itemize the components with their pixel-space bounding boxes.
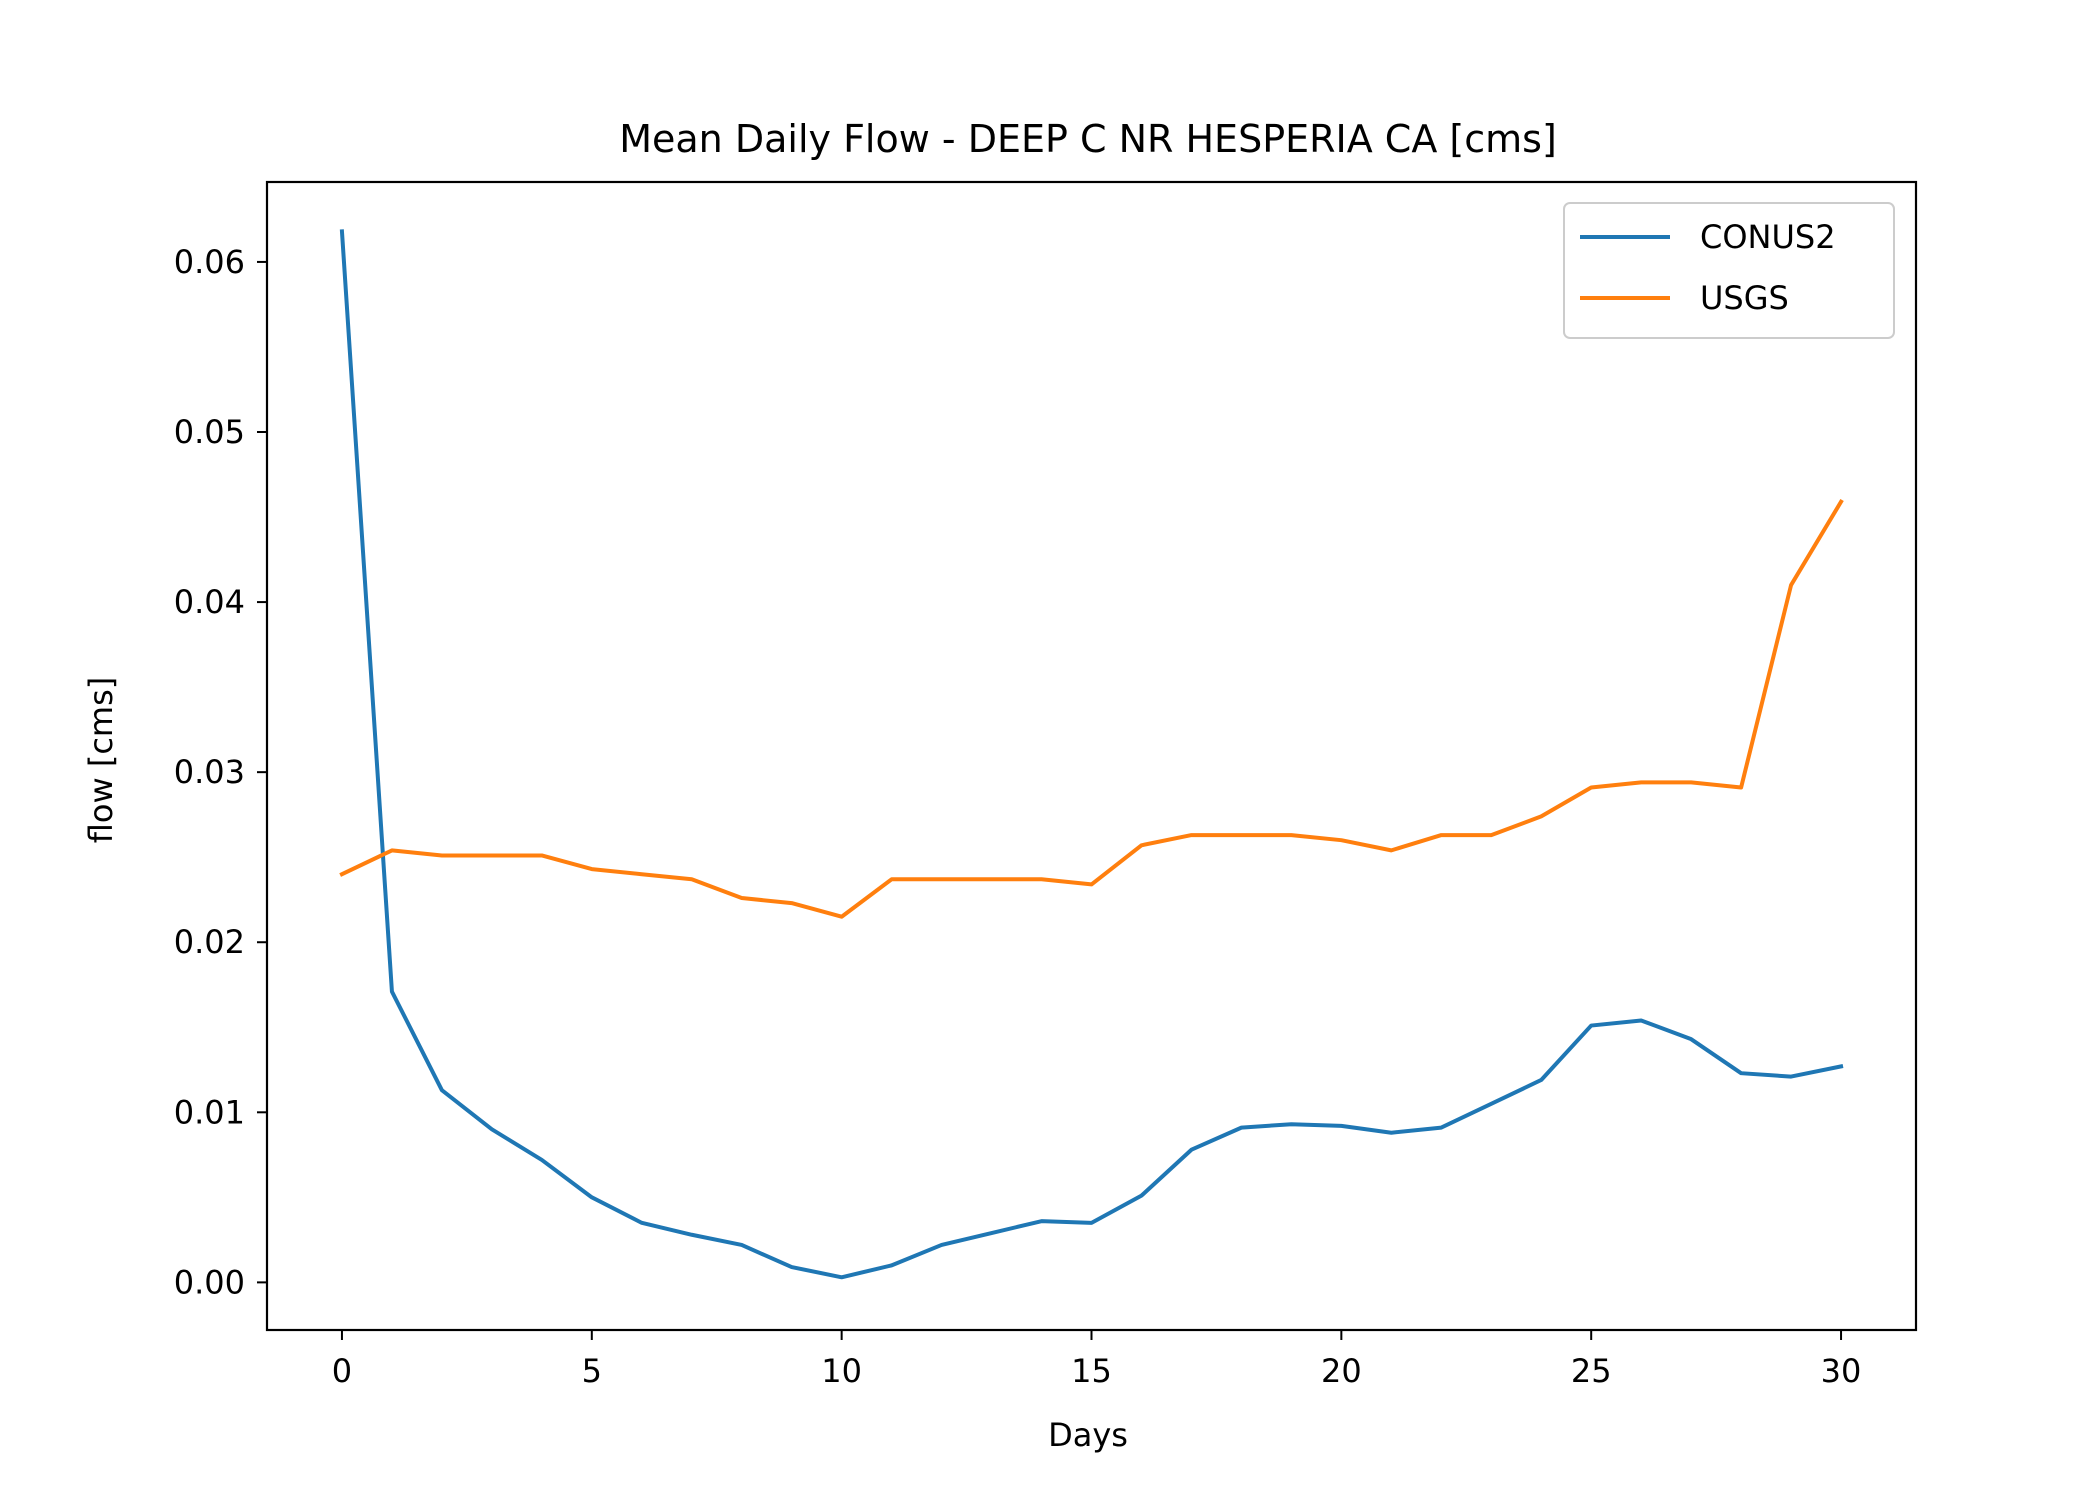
x-tick-label: 30 <box>1821 1352 1862 1390</box>
chart-title: Mean Daily Flow - DEEP C NR HESPERIA CA … <box>619 117 1557 161</box>
y-tick-label: 0.04 <box>174 583 245 621</box>
x-axis: 0 5 10 15 20 25 30 <box>332 1330 1862 1390</box>
y-tick-label: 0.03 <box>174 753 245 791</box>
legend: CONUS2 USGS <box>1563 202 1895 339</box>
x-tick-label: 20 <box>1321 1352 1362 1390</box>
y-tick-label: 0.06 <box>174 243 245 281</box>
y-tick-label: 0.05 <box>174 413 245 451</box>
y-axis: 0.00 0.01 0.02 0.03 0.04 0.05 0.06 <box>174 243 267 1301</box>
x-tick-label: 10 <box>821 1352 862 1390</box>
series-line-conus2 <box>339 229 1844 1280</box>
x-tick-label: 5 <box>582 1352 602 1390</box>
y-tick-label: 0.01 <box>174 1093 245 1131</box>
legend-label: CONUS2 <box>1700 218 1836 256</box>
x-tick-label: 25 <box>1571 1352 1612 1390</box>
series-line-usgs <box>339 498 1844 919</box>
y-axis-label: flow [cms] <box>82 677 120 843</box>
x-axis-label: Days <box>1048 1416 1128 1454</box>
x-tick-label: 15 <box>1071 1352 1112 1390</box>
legend-entry-usgs: USGS <box>1580 279 1789 317</box>
y-tick-label: 0.02 <box>174 923 245 961</box>
x-tick-label: 0 <box>332 1352 352 1390</box>
y-tick-label: 0.00 <box>174 1263 245 1301</box>
legend-label: USGS <box>1700 279 1789 317</box>
legend-entry-conus2: CONUS2 <box>1580 218 1836 256</box>
